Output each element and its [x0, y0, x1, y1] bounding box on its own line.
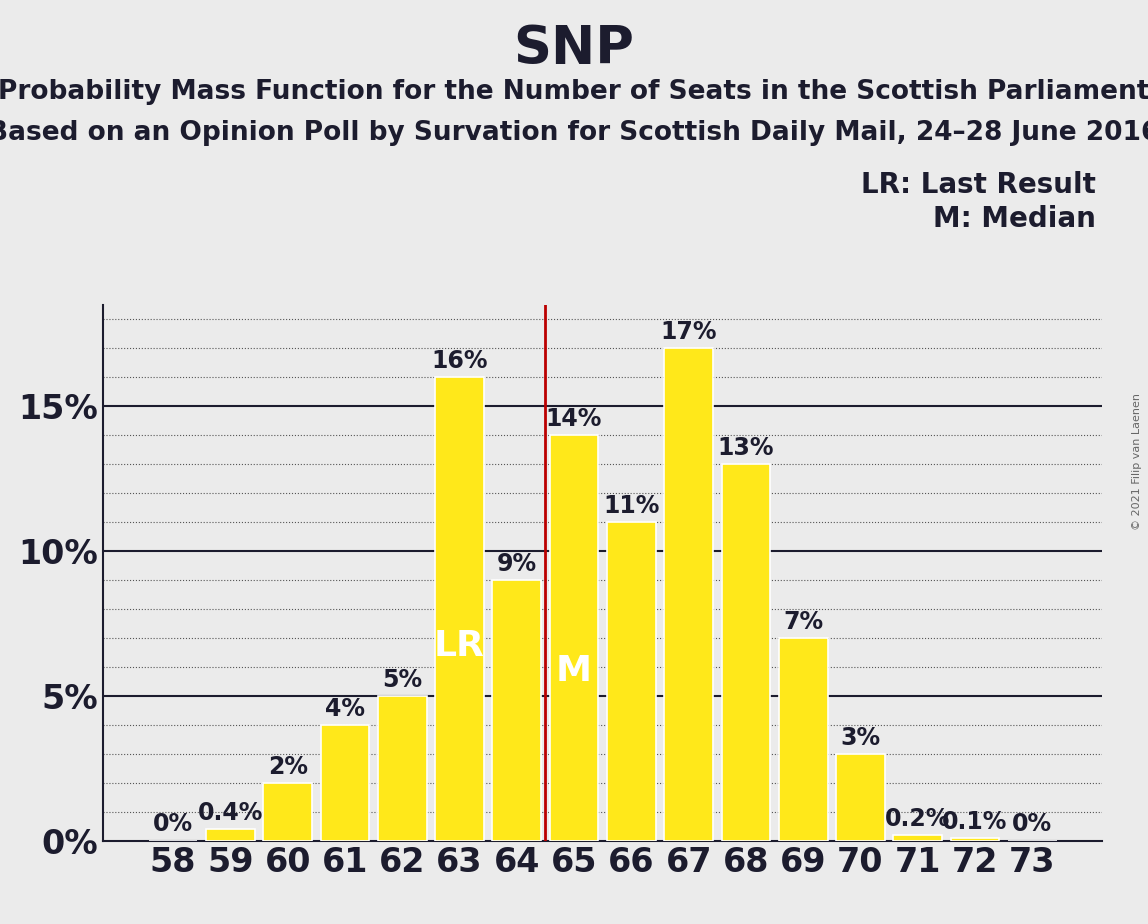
- Bar: [607, 522, 656, 841]
- Bar: [205, 829, 255, 841]
- Bar: [893, 835, 943, 841]
- Bar: [836, 754, 885, 841]
- Text: 4%: 4%: [325, 697, 365, 721]
- Bar: [320, 725, 370, 841]
- Text: 5%: 5%: [382, 668, 422, 692]
- Text: 0%: 0%: [153, 812, 193, 836]
- Bar: [378, 696, 427, 841]
- Text: 3%: 3%: [840, 725, 881, 749]
- Bar: [263, 783, 312, 841]
- Text: 7%: 7%: [783, 610, 823, 634]
- Text: 0.2%: 0.2%: [885, 807, 951, 831]
- Text: LR: LR: [434, 629, 484, 663]
- Bar: [435, 377, 483, 841]
- Text: 9%: 9%: [497, 552, 537, 576]
- Text: SNP: SNP: [513, 23, 635, 75]
- Text: Probability Mass Function for the Number of Seats in the Scottish Parliament: Probability Mass Function for the Number…: [0, 79, 1148, 104]
- Text: 0.1%: 0.1%: [943, 809, 1008, 833]
- Text: 2%: 2%: [267, 755, 308, 779]
- Text: M: Median: M: Median: [933, 205, 1096, 233]
- Text: 11%: 11%: [603, 493, 660, 517]
- Bar: [778, 638, 828, 841]
- Bar: [951, 838, 1000, 841]
- Text: M: M: [556, 653, 592, 687]
- Text: 0%: 0%: [1013, 812, 1053, 836]
- Text: Based on an Opinion Poll by Survation for Scottish Daily Mail, 24–28 June 2016: Based on an Opinion Poll by Survation fo…: [0, 120, 1148, 146]
- Bar: [492, 580, 541, 841]
- Text: LR: Last Result: LR: Last Result: [861, 171, 1096, 199]
- Bar: [550, 435, 598, 841]
- Text: 0.4%: 0.4%: [197, 801, 263, 825]
- Text: 13%: 13%: [718, 436, 774, 460]
- Text: © 2021 Filip van Laenen: © 2021 Filip van Laenen: [1132, 394, 1142, 530]
- Text: 16%: 16%: [432, 349, 488, 373]
- Text: 17%: 17%: [660, 320, 716, 344]
- Text: 14%: 14%: [545, 407, 603, 431]
- Bar: [665, 348, 713, 841]
- Bar: [722, 464, 770, 841]
